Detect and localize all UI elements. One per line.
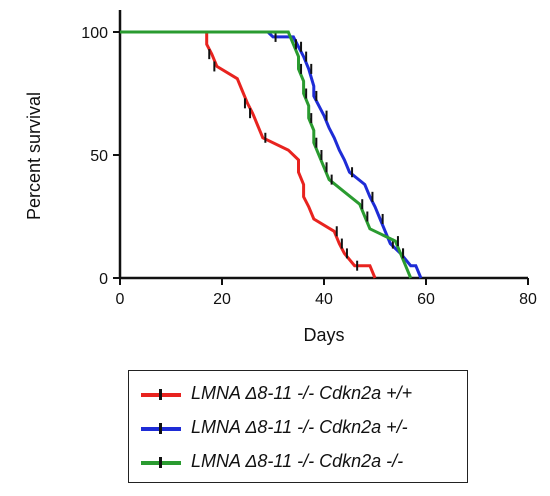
y-tick-label: 0 [99,271,108,288]
x-tick-label: 40 [315,291,333,308]
legend-label: LMNA Δ8-11 -/- Cdkn2a +/+ [191,383,413,403]
survival-curve-red [120,30,377,279]
y-axis-label: Percent survival [24,92,44,220]
y-tick-label: 50 [90,148,108,165]
legend-item-cdkn2a-ko: LMNA Δ8-11 -/- Cdkn2a -/- [129,447,467,477]
axes: 0 20 40 60 80 0 50 100 [81,10,537,308]
x-tick-label: 20 [213,291,231,308]
series-layer [120,30,423,279]
x-tick-label: 80 [519,291,537,308]
legend-censor-mark [159,457,162,468]
legend-item-cdkn2a-het: LMNA Δ8-11 -/- Cdkn2a +/- [129,413,467,443]
survival-curve-blue [120,30,423,279]
legend-censor-mark [159,389,162,400]
legend-item-cdkn2a-wt: LMNA Δ8-11 -/- Cdkn2a +/+ [129,379,467,409]
y-tick-label: 100 [81,25,108,42]
survival-curve-green [120,30,413,279]
x-tick-label: 60 [417,291,435,308]
series-green [120,30,413,279]
series-blue [120,30,423,279]
legend: LMNA Δ8-11 -/- Cdkn2a +/+ LMNA Δ8-11 -/-… [128,370,468,483]
x-tick-label: 0 [116,291,125,308]
legend-label: LMNA Δ8-11 -/- Cdkn2a -/- [191,451,404,471]
x-axis-label: Days [303,325,344,345]
series-red [120,30,377,279]
legend-label: LMNA Δ8-11 -/- Cdkn2a +/- [191,417,408,437]
legend-censor-mark [159,423,162,434]
